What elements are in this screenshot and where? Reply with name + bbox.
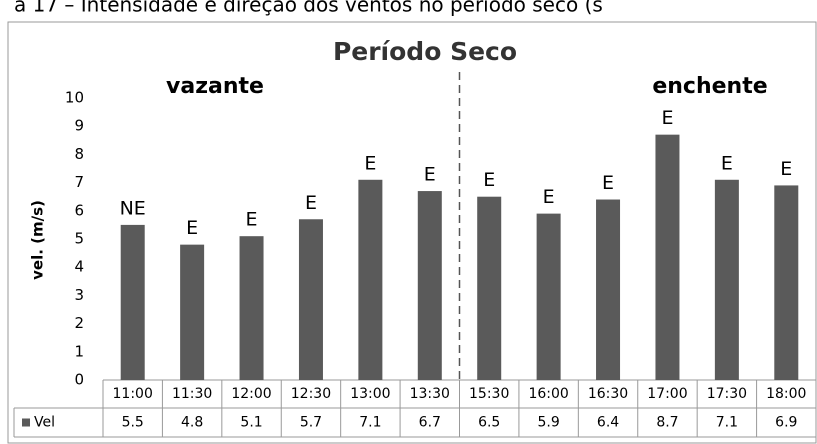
x-tick-label: 16:30 xyxy=(588,386,628,402)
bar xyxy=(298,219,323,380)
table-value: 8.7 xyxy=(656,415,678,431)
x-tick-label: 12:30 xyxy=(291,386,331,402)
x-tick-label: 16:00 xyxy=(528,386,568,402)
table-value: 6.7 xyxy=(419,415,441,431)
direction-label: E xyxy=(246,209,258,231)
chart-frame xyxy=(7,21,817,444)
direction-label: E xyxy=(661,107,673,129)
bar xyxy=(714,179,739,380)
direction-label: E xyxy=(364,152,376,174)
x-tick-label: 12:00 xyxy=(231,386,271,402)
legend-label: Vel xyxy=(34,415,55,431)
direction-label: E xyxy=(780,158,792,180)
bar xyxy=(655,134,680,380)
legend-swatch xyxy=(22,418,30,427)
y-tick-label: 8 xyxy=(74,145,84,163)
bar xyxy=(774,185,799,380)
x-tick-label: 11:30 xyxy=(172,386,212,402)
table-value: 6.5 xyxy=(478,415,500,431)
annotation: enchente xyxy=(652,74,767,99)
table-value: 5.1 xyxy=(240,415,262,431)
x-tick-label: 15:30 xyxy=(469,386,509,402)
bar xyxy=(358,179,383,380)
y-tick-label: 9 xyxy=(74,117,84,135)
table-value: 6.4 xyxy=(597,415,619,431)
y-tick-label: 3 xyxy=(74,286,84,304)
annotation: vazante xyxy=(166,74,264,99)
direction-label: E xyxy=(186,217,198,239)
y-tick-label: 6 xyxy=(74,201,84,219)
table-value: 4.8 xyxy=(181,415,203,431)
y-tick-label: 4 xyxy=(74,258,84,276)
direction-label: E xyxy=(602,172,614,194)
direction-label: E xyxy=(305,192,317,214)
direction-label: E xyxy=(543,186,555,208)
bar xyxy=(239,236,264,380)
x-tick-label: 11:00 xyxy=(113,386,153,402)
y-tick-label: 10 xyxy=(65,89,84,107)
table-value: 5.7 xyxy=(300,415,322,431)
bar xyxy=(180,244,205,380)
y-tick-label: 7 xyxy=(74,173,84,191)
table-value: 5.5 xyxy=(122,415,144,431)
y-tick-label: 0 xyxy=(74,371,84,389)
caption: a 17 – Intensidade e direção dos ventos … xyxy=(14,0,603,17)
table-value: 6.9 xyxy=(775,415,797,431)
y-tick-label: 1 xyxy=(74,342,84,360)
bar xyxy=(417,191,442,380)
chart-title: Período Seco xyxy=(333,37,517,66)
y-tick-label: 5 xyxy=(74,230,84,248)
bar xyxy=(596,199,621,380)
x-tick-label: 13:30 xyxy=(410,386,450,402)
x-tick-label: 17:30 xyxy=(707,386,747,402)
table-value: 5.9 xyxy=(537,415,559,431)
x-tick-label: 18:00 xyxy=(766,386,806,402)
direction-label: E xyxy=(721,152,733,174)
direction-label: E xyxy=(483,169,495,191)
bar xyxy=(120,224,145,380)
table-value: 7.1 xyxy=(359,415,381,431)
bar xyxy=(477,196,502,380)
y-tick-label: 2 xyxy=(74,314,84,332)
bar xyxy=(536,213,561,380)
table-value: 7.1 xyxy=(716,415,738,431)
direction-label: NE xyxy=(120,197,146,219)
y-axis-label: vel. (m/s) xyxy=(29,200,47,280)
direction-label: E xyxy=(424,164,436,186)
x-tick-label: 13:00 xyxy=(350,386,390,402)
x-tick-label: 17:00 xyxy=(647,386,687,402)
